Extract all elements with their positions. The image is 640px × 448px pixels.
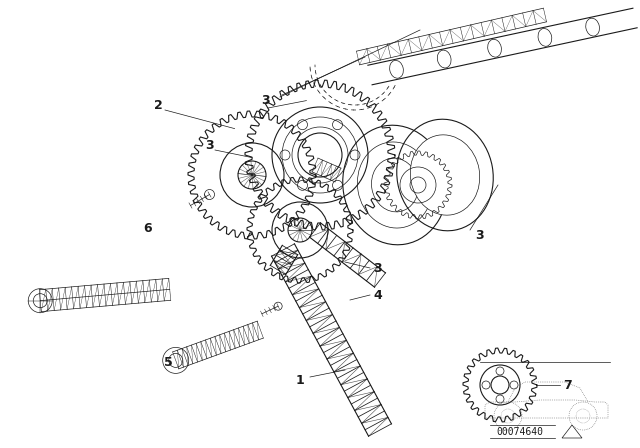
Ellipse shape	[410, 135, 480, 215]
Text: 4: 4	[374, 289, 382, 302]
Text: 3: 3	[205, 138, 214, 151]
Text: 3: 3	[374, 262, 382, 275]
Text: 7: 7	[564, 379, 572, 392]
Text: 5: 5	[164, 356, 172, 369]
Text: 00074640: 00074640	[497, 427, 543, 437]
Text: 1: 1	[296, 374, 305, 387]
Text: 3: 3	[260, 94, 269, 107]
Text: 6: 6	[144, 221, 152, 234]
Text: 2: 2	[154, 99, 163, 112]
Text: 3: 3	[476, 228, 484, 241]
